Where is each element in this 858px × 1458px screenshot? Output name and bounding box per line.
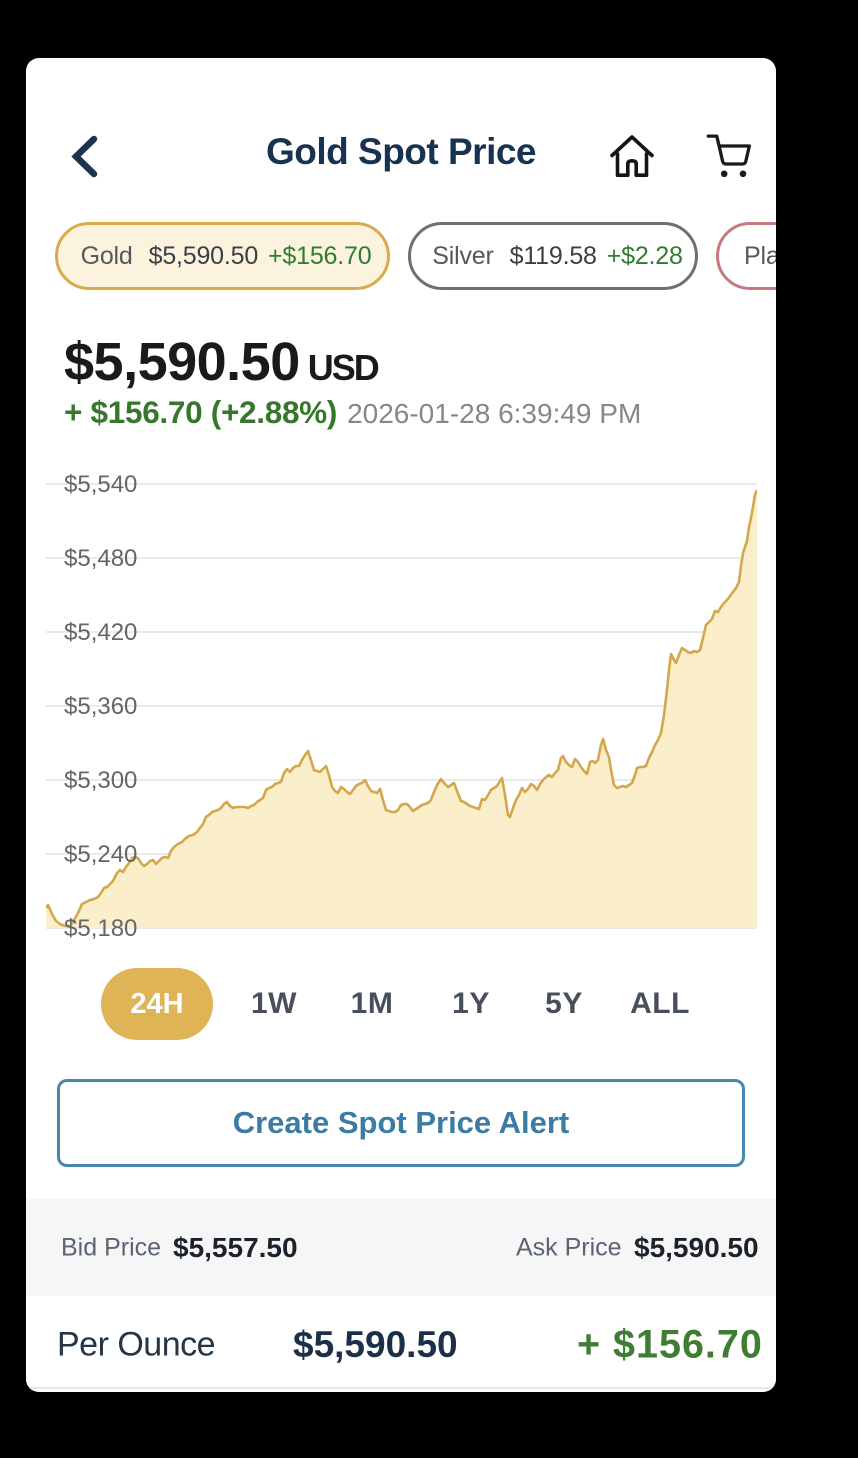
svg-text:$5,300: $5,300	[64, 767, 137, 794]
svg-text:$5,360: $5,360	[64, 693, 137, 720]
svg-text:$5,240: $5,240	[64, 841, 137, 868]
svg-text:$5,180: $5,180	[64, 915, 137, 942]
svg-text:$5,420: $5,420	[64, 619, 137, 646]
svg-text:$5,480: $5,480	[64, 545, 137, 572]
svg-text:$5,540: $5,540	[64, 471, 137, 498]
